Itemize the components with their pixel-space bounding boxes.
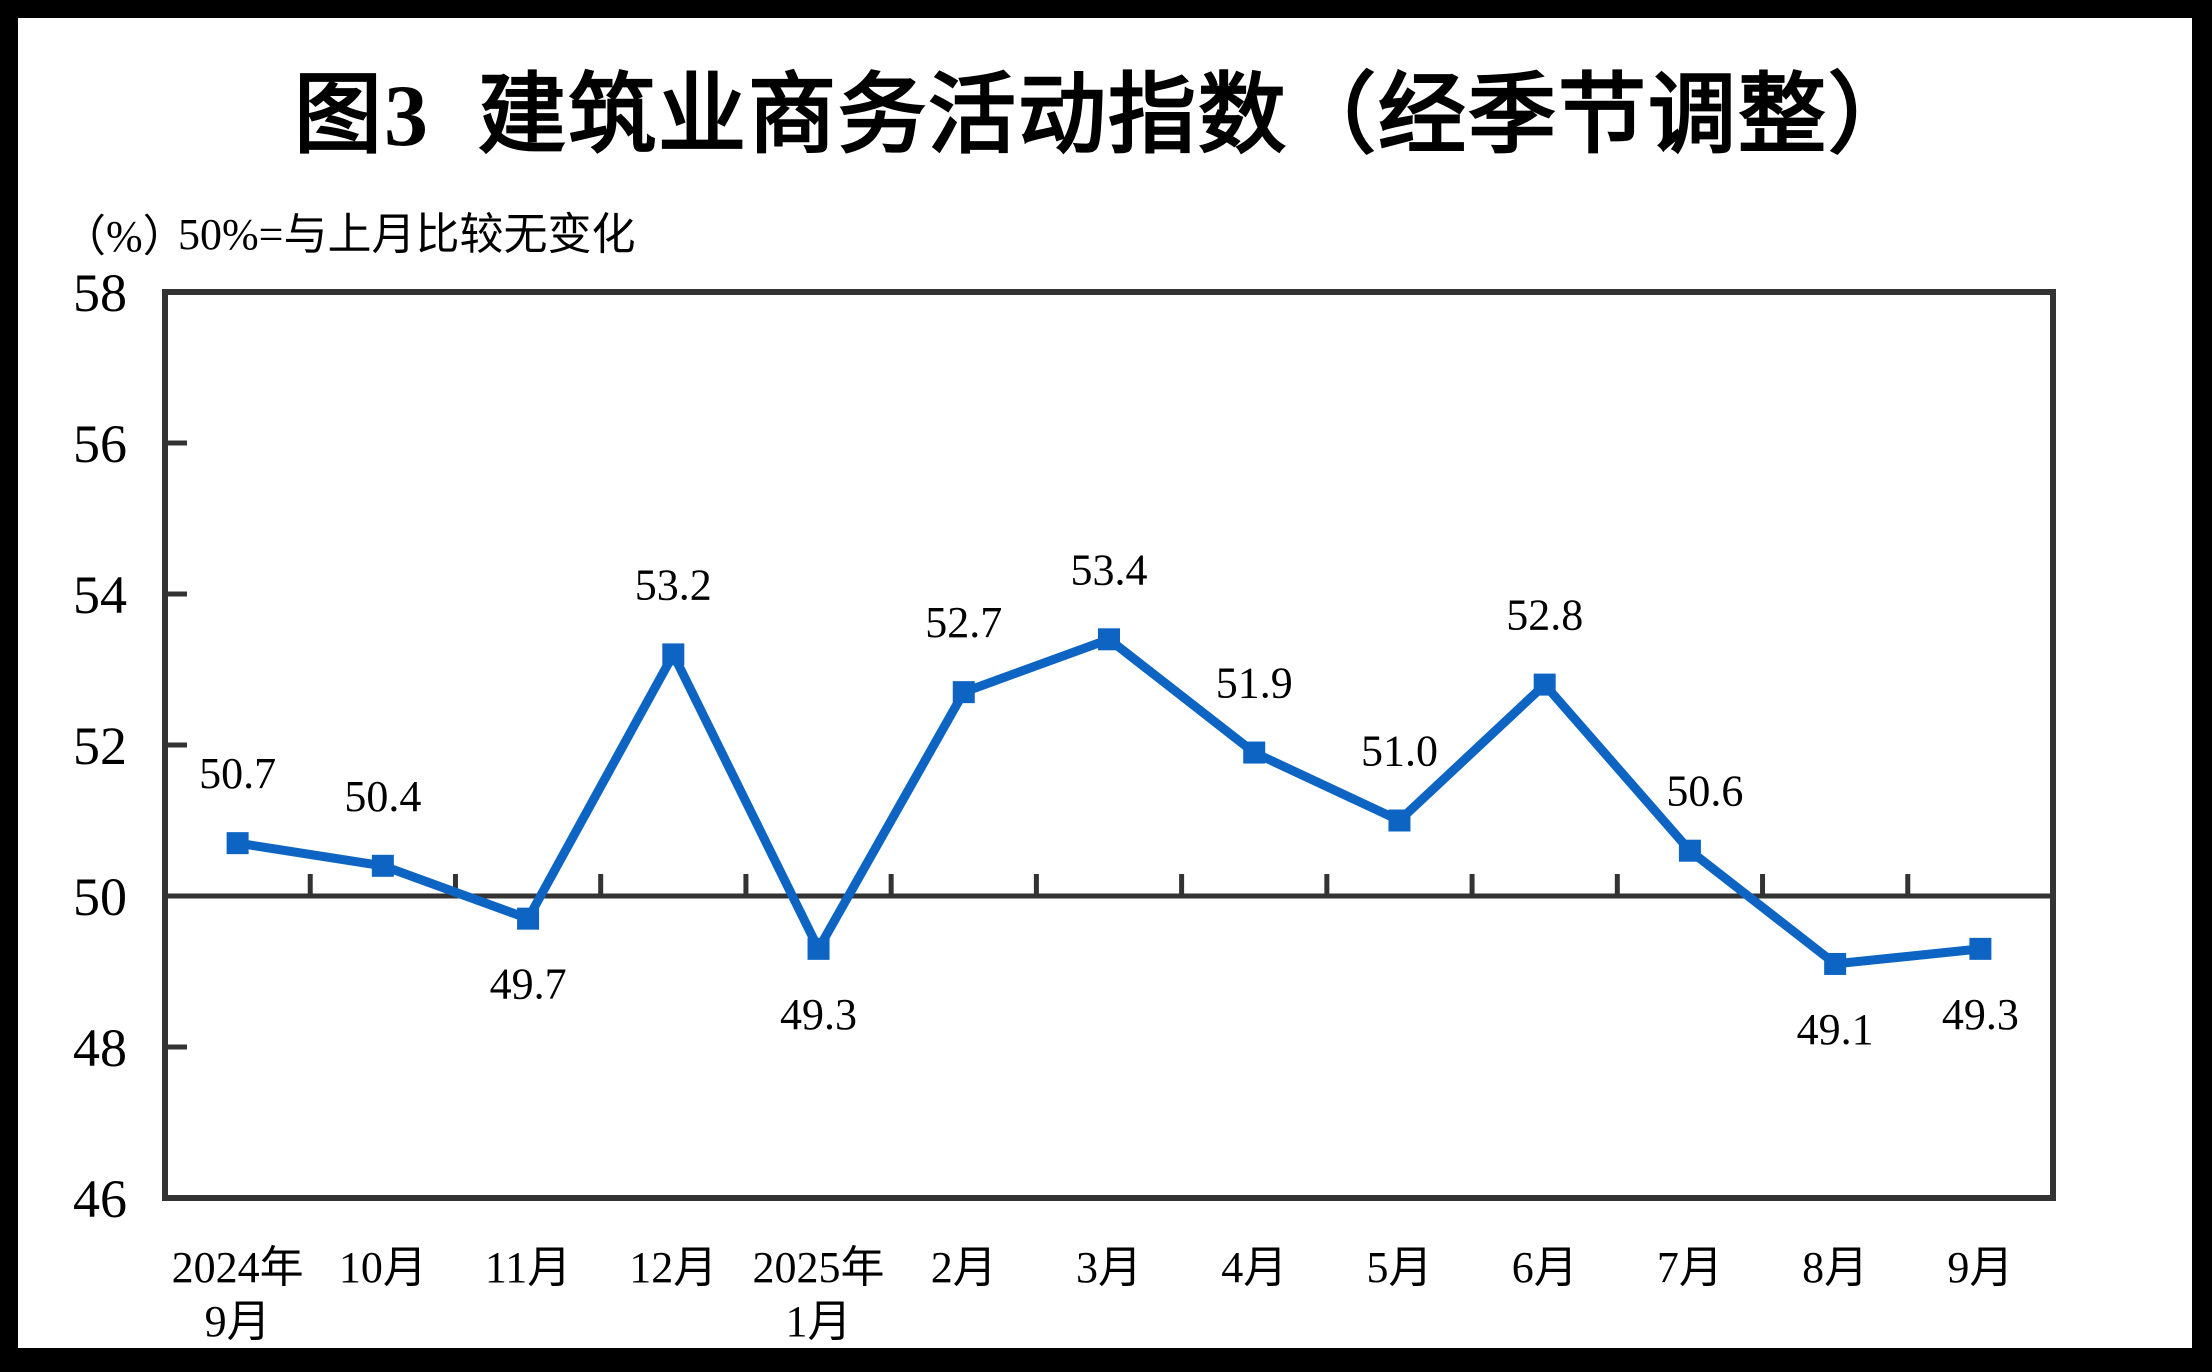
- data-point-label: 52.8: [1506, 591, 1583, 640]
- x-axis-label: 11月: [485, 1243, 571, 1292]
- y-axis-label: 56: [73, 414, 127, 474]
- x-axis-label: 10月: [339, 1243, 427, 1292]
- data-point-label: 49.3: [780, 990, 857, 1039]
- x-axis-label: 7月: [1657, 1243, 1723, 1292]
- y-axis-label: 58: [73, 263, 127, 323]
- data-point-marker: [371, 854, 394, 877]
- data-point-label: 52.7: [925, 598, 1002, 647]
- data-point-marker: [1388, 809, 1411, 832]
- x-axis-label: 4月: [1221, 1243, 1287, 1292]
- data-point-marker: [1098, 628, 1120, 651]
- x-axis-label: 2月: [931, 1243, 997, 1292]
- data-point-label: 49.7: [490, 960, 567, 1009]
- data-point-marker: [1824, 952, 1847, 975]
- data-point-marker: [952, 681, 975, 704]
- data-point-label: 53.4: [1071, 545, 1148, 594]
- chart-title: 图3 建筑业商务活动指数（经季节调整）: [293, 68, 1918, 165]
- data-point-label: 50.4: [344, 772, 421, 821]
- x-axis-label: 3月: [1076, 1243, 1142, 1292]
- data-point-label: 50.6: [1666, 767, 1743, 816]
- data-point-label: 49.3: [1942, 990, 2019, 1039]
- reference-note: 50%=与上月比较无变化: [178, 210, 636, 259]
- data-point-marker: [1533, 673, 1556, 696]
- y-axis-unit-label: （%）: [62, 212, 187, 261]
- x-axis-label: 9月: [1947, 1243, 2013, 1292]
- data-point-label: 53.2: [635, 560, 712, 609]
- x-axis-label: 12月: [629, 1243, 717, 1292]
- x-axis-label: 8月: [1802, 1243, 1868, 1292]
- x-axis-label: 2025年: [753, 1243, 885, 1292]
- x-axis-label: 2024年: [172, 1243, 304, 1292]
- y-axis-label: 50: [73, 867, 127, 927]
- x-axis-label: 1月: [786, 1297, 852, 1346]
- y-axis-label: 48: [73, 1018, 127, 1078]
- data-point-marker: [1243, 741, 1266, 764]
- y-axis-label: 46: [73, 1169, 127, 1229]
- data-point-marker: [807, 937, 830, 960]
- data-point-label: 49.1: [1797, 1005, 1874, 1054]
- data-point-marker: [1969, 937, 1992, 960]
- data-point-label: 51.9: [1216, 659, 1293, 708]
- x-axis-label: 5月: [1366, 1243, 1432, 1292]
- data-point-label: 51.0: [1361, 727, 1438, 776]
- data-point-marker: [226, 832, 249, 855]
- data-point-marker: [517, 907, 540, 930]
- x-axis-label: 9月: [205, 1297, 271, 1346]
- x-axis-label: 6月: [1512, 1243, 1578, 1292]
- y-axis-label: 54: [73, 565, 127, 625]
- data-point-marker: [662, 643, 685, 666]
- plot-border: [162, 289, 2056, 1201]
- y-axis-label: 52: [73, 716, 127, 776]
- data-point-marker: [1678, 839, 1701, 862]
- data-point-label: 50.7: [199, 749, 276, 798]
